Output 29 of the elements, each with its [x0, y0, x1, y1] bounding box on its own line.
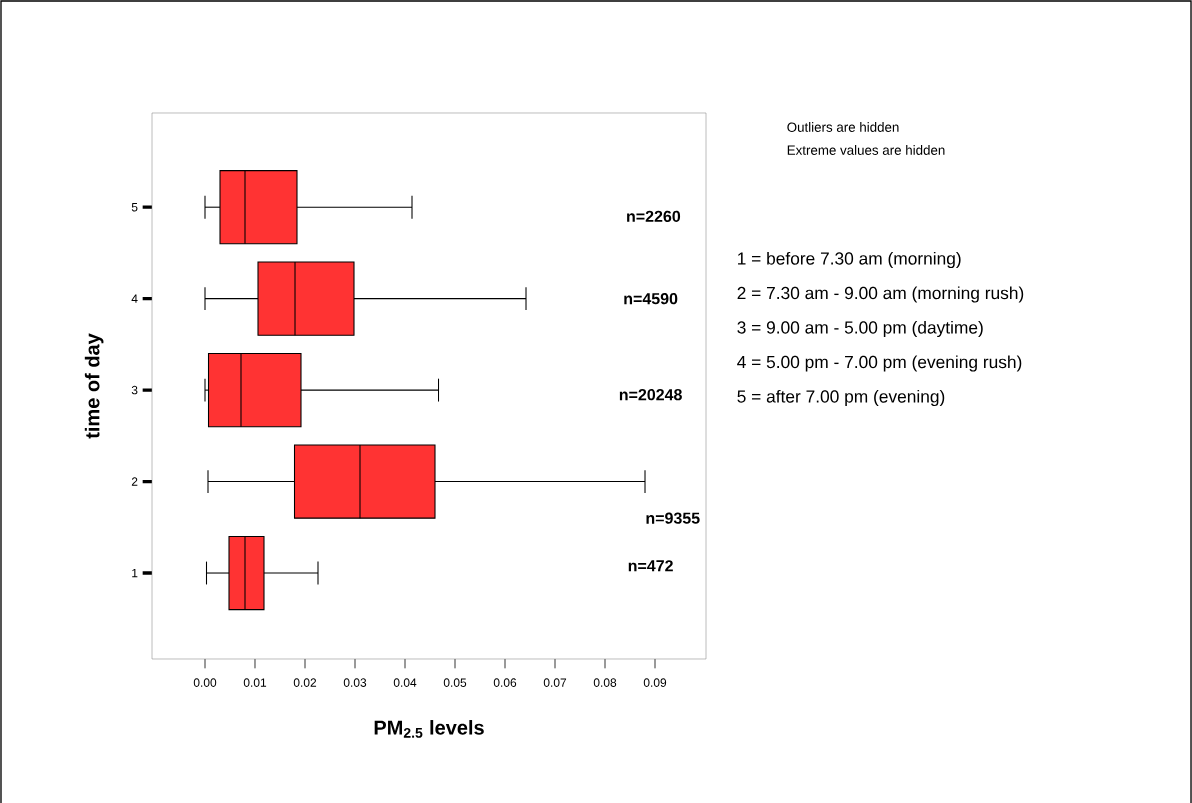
- x-tick-label: 0.01: [243, 678, 267, 687]
- x-tick-label: 0.04: [393, 678, 417, 687]
- annotation: n=9355: [646, 512, 700, 524]
- y-tick-label: 4: [131, 294, 138, 303]
- y-tick-label: 5: [131, 203, 138, 212]
- annotation: n=2260: [627, 210, 681, 222]
- text: 1 = before 7.30 am (morning): [738, 251, 961, 269]
- x-tick-label: 0.06: [493, 678, 517, 687]
- text: 3 = 9.00 am - 5.00 pm (daytime): [737, 320, 983, 338]
- text: Extreme values are hidden: [787, 145, 945, 155]
- annotation: n=20248: [619, 389, 682, 401]
- x-tick-label: 0.09: [643, 678, 667, 687]
- annotation: n=472: [628, 560, 673, 572]
- y-tick-label: 3: [131, 385, 138, 395]
- x-tick-label: 0.00: [193, 678, 217, 687]
- annotation: n=4590: [624, 292, 678, 305]
- x-axis-title: PM$_{2.5}$ levels: [374, 720, 484, 738]
- x-tick-label: 0.07: [543, 678, 567, 687]
- x-tick-label: 0.05: [443, 678, 467, 687]
- y-tick-label: 1: [132, 568, 138, 578]
- x-tick-label: 0.08: [593, 678, 617, 687]
- text: Outliers are hidden: [787, 122, 899, 132]
- text: 5 = after 7.00 pm (evening): [737, 389, 945, 407]
- y-axis-title: time of day: [84, 333, 104, 439]
- x-tick-label: 0.03: [343, 678, 367, 687]
- text: 2 = 7.30 am - 9.00 am (morning rush): [737, 286, 1024, 303]
- x-tick-label: 0.02: [293, 678, 317, 687]
- y-tick-label: 2: [131, 477, 138, 486]
- text: 4 = 5.00 pm - 7.00 pm (evening rush): [737, 355, 1022, 372]
